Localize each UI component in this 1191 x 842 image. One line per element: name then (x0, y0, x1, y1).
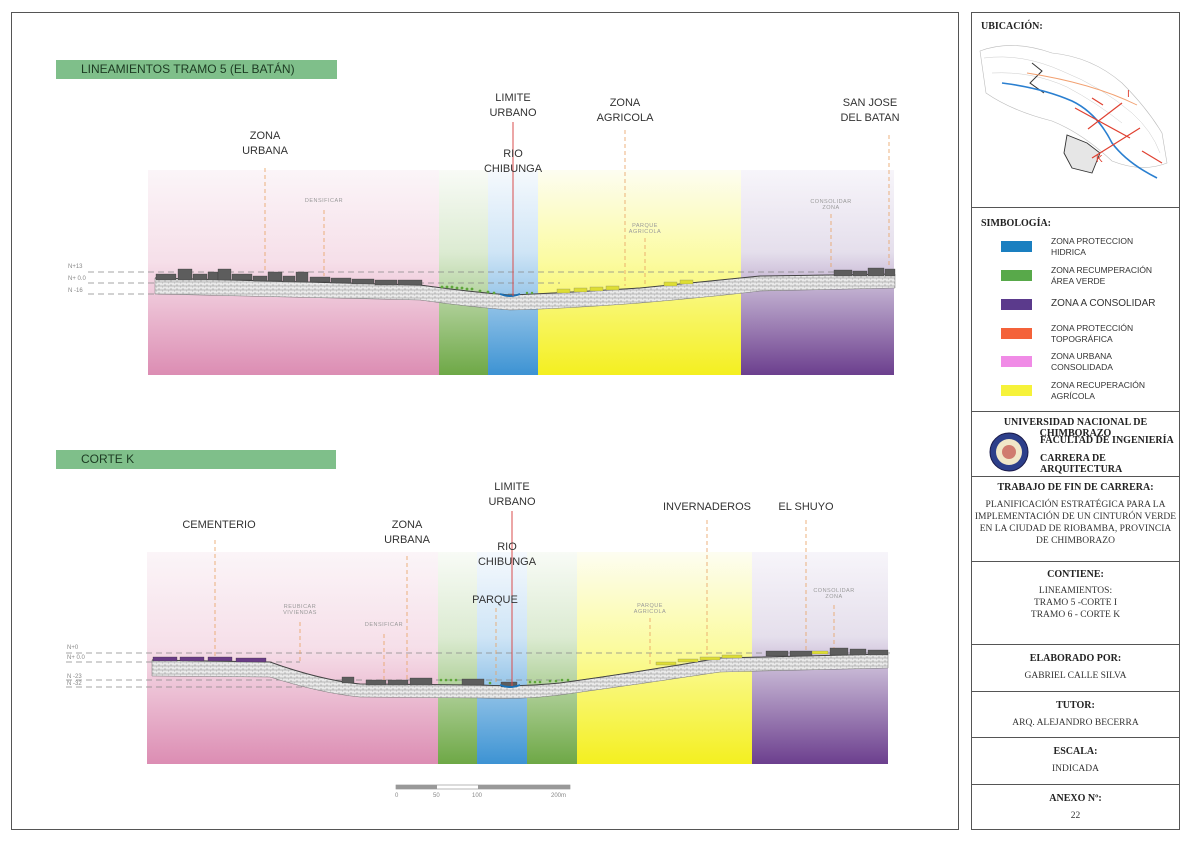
legend-swatch (1001, 328, 1032, 339)
simbologia-heading: SIMBOLOGÍA: (981, 218, 1052, 229)
contiene-body: LINEAMIENTOS: TRAMO 5 -CORTE I TRAMO 6 -… (1030, 586, 1121, 620)
escala-section: ESCALA: INDICADA (972, 738, 1179, 785)
label-parque-2: PARQUE (472, 594, 518, 606)
level-low1-2: N -23 (67, 674, 82, 680)
level-mid-1: N+ 0.0 (68, 276, 86, 282)
small-consolidar-2: CONSOLIDAR ZONA (813, 588, 855, 600)
zone-agricola-1 (538, 170, 741, 375)
scale-tick-50: 50 (433, 793, 440, 799)
zone-verde-1 (439, 170, 488, 375)
label-zona-agricola-1: ZONA AGRICOLA (596, 97, 654, 124)
anexo-body: 22 (1070, 811, 1081, 821)
level-low-1: N -16 (68, 288, 83, 294)
legend-item: ZONA A CONSOLIDAR (972, 292, 1179, 318)
legend-item: ZONA RECUPERACIÓN AGRÍCOLA (972, 378, 1179, 404)
tutor-section: TUTOR: ARQ. ALEJANDRO BECERRA (972, 692, 1179, 738)
legend-item: ZONA PROTECCION HIDRICA (972, 234, 1179, 260)
level-low2-2: N -32 (67, 681, 82, 687)
legend-item: ZONA URBANA CONSOLIDADA (972, 349, 1179, 375)
drawing-frame (11, 12, 959, 830)
zone-hidrica-2 (477, 552, 527, 764)
legend-swatch (1001, 241, 1032, 252)
section2-title: CORTE K (56, 450, 336, 469)
contiene-section: CONTIENE: LINEAMIENTOS: TRAMO 5 -CORTE I… (972, 562, 1179, 645)
title-block: UBICACIÓN: I K SIMBOLOGÍA: ZONA PROTECCI… (971, 12, 1180, 830)
escala-body: INDICADA (1052, 764, 1099, 774)
ubicacion-heading: UBICACIÓN: (981, 21, 1043, 32)
label-invernaderos: INVERNADEROS (662, 501, 752, 513)
label-rio-1: RIO CHIBUNGA (483, 148, 543, 175)
elaborado-body: GABRIEL CALLE SILVA (1024, 671, 1127, 681)
small-densificar-1: DENSIFICAR (304, 198, 344, 204)
legend-label: ZONA PROTECCIÓN TOPOGRÁFICA (1051, 323, 1134, 344)
label-zona-urbana-2: ZONA URBANA (384, 519, 430, 546)
zone-verde-2a (438, 552, 477, 764)
legend-swatch (1001, 385, 1032, 396)
level-top-2: N+0 (67, 645, 79, 651)
small-consolidar-1: CONSOLIDAR ZONA (810, 199, 852, 211)
label-rio-2: RIO CHIBUNGA (477, 541, 537, 568)
zone-verde-2b (527, 552, 577, 764)
escala-heading: ESCALA: (1053, 746, 1098, 757)
scale-tick-100: 100 (472, 793, 483, 799)
map-label-i: I (1127, 89, 1130, 100)
label-zona-urbana-1: ZONA URBANA (242, 130, 288, 157)
label-san-jose: SAN JOSE DEL BATAN (840, 97, 900, 124)
legend-swatch (1001, 270, 1032, 281)
scale-tick-200: 200m (551, 793, 567, 799)
legend-swatch (1001, 299, 1032, 310)
label-limite-urbano-1: LIMITE URBANO (489, 92, 537, 119)
small-parque-agricola-2: PARQUE AGRICOLA (633, 603, 667, 615)
legend-label: ZONA RECUPERACIÓN AGRÍCOLA (1051, 380, 1145, 401)
university-seal-icon (989, 432, 1029, 472)
level-top-1: N+13 (68, 264, 83, 270)
legend-item: ZONA PROTECCIÓN TOPOGRÁFICA (972, 321, 1179, 347)
scale-bar (395, 784, 571, 790)
career-name: CARRERA DE ARQUITECTURA (1040, 453, 1123, 475)
university-section: UNIVERSIDAD NACIONAL DE CHIMBORAZO FACUL… (972, 412, 1179, 477)
anexo-section: ANEXO Nº: 22 (972, 785, 1179, 829)
legend-label: ZONA A CONSOLIDAR (1051, 298, 1156, 309)
tutor-body: ARQ. ALEJANDRO BECERRA (1012, 718, 1139, 728)
trabajo-heading: TRABAJO DE FIN DE CARRERA: (997, 482, 1154, 493)
map-label-k: K (1096, 154, 1103, 165)
legend-label: ZONA RECUMPERACIÓN ÁREA VERDE (1051, 265, 1153, 286)
contiene-heading: CONTIENE: (1047, 569, 1104, 580)
anexo-heading: ANEXO Nº: (1049, 793, 1102, 804)
scale-tick-0: 0 (395, 793, 399, 799)
simbologia-section: SIMBOLOGÍA: ZONA PROTECCION HIDRICA ZONA… (972, 208, 1179, 412)
legend-swatch (1001, 356, 1032, 367)
legend-label: ZONA URBANA CONSOLIDADA (1051, 351, 1113, 372)
location-map (979, 45, 1168, 179)
small-densificar-2: DENSIFICAR (364, 622, 404, 628)
small-parque-1: PARQUE AGRICOLA (628, 223, 662, 235)
faculty-name: FACULTAD DE INGENIERÍA (1040, 435, 1174, 446)
section1-title: LINEAMIENTOS TRAMO 5 (EL BATÁN) (56, 60, 337, 79)
elaborado-section: ELABORADO POR: GABRIEL CALLE SILVA (972, 645, 1179, 692)
level-mid-2: N+ 0.0 (67, 655, 85, 661)
tutor-heading: TUTOR: (1056, 700, 1095, 711)
legend-item: ZONA RECUMPERACIÓN ÁREA VERDE (972, 263, 1179, 289)
small-reubicar: REUBICAR VIVIENDAS (283, 604, 317, 616)
label-limite-urbano-2: LIMITE URBANO (488, 481, 536, 508)
trabajo-body: PLANIFICACIÓN ESTRATÉGICA PARA LA IMPLEM… (974, 500, 1177, 546)
legend-label: ZONA PROTECCION HIDRICA (1051, 236, 1134, 257)
university-name: UNIVERSIDAD NACIONAL DE CHIMBORAZO (1003, 417, 1148, 439)
zone-urbana-1 (148, 170, 439, 375)
trabajo-section: TRABAJO DE FIN DE CARRERA: PLANIFICACIÓN… (972, 477, 1179, 562)
elaborado-heading: ELABORADO POR: (1029, 653, 1122, 664)
ubicacion-section: UBICACIÓN: I K (972, 13, 1179, 208)
label-el-shuyo: EL SHUYO (778, 501, 834, 513)
label-cementerio: CEMENTERIO (182, 519, 256, 531)
